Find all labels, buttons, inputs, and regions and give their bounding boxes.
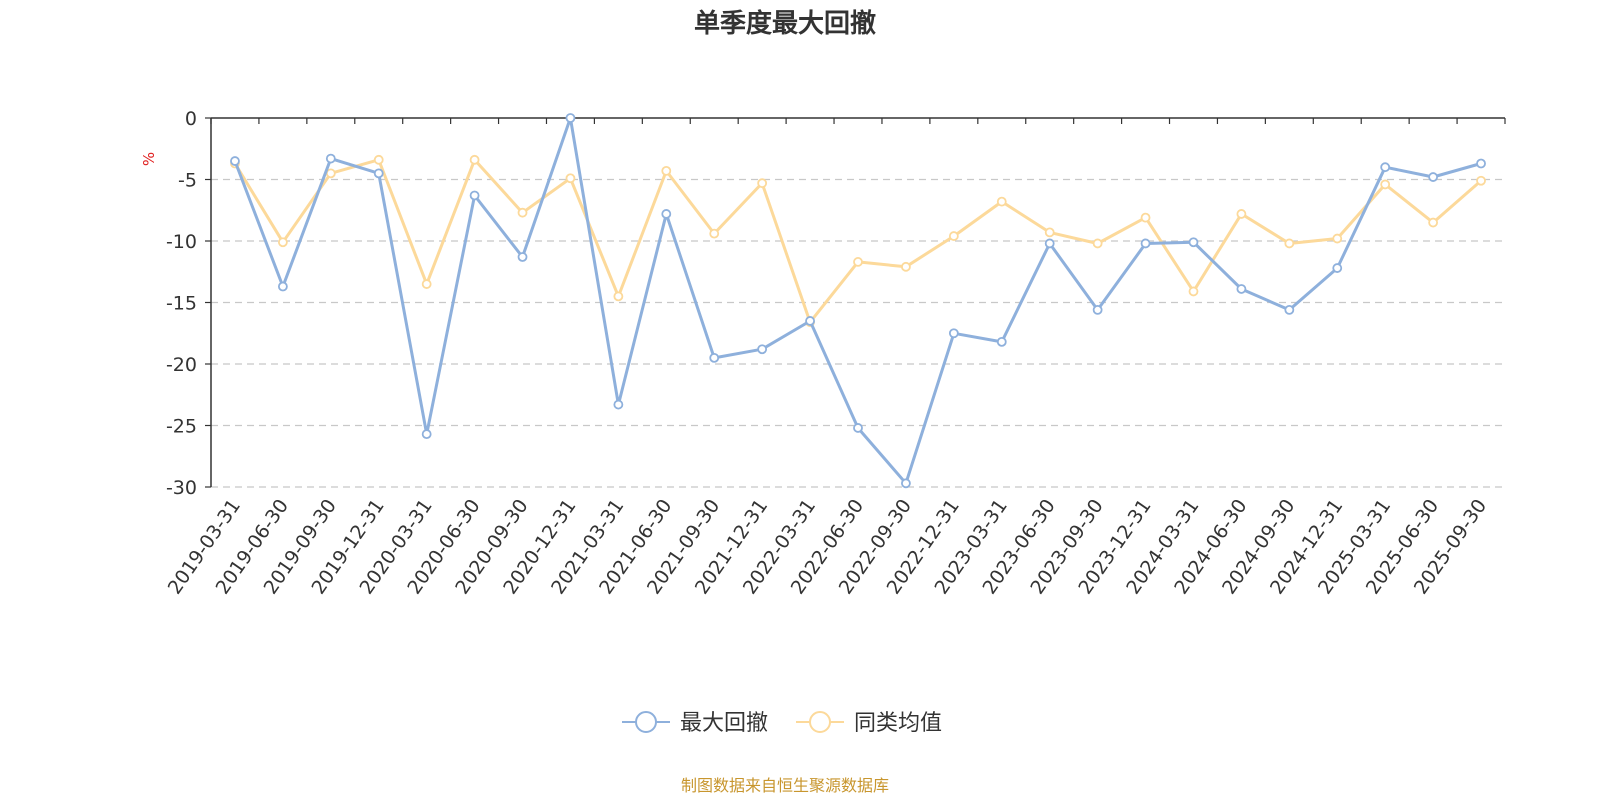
data-point[interactable] [421,279,432,289]
data-point[interactable] [1044,227,1055,238]
data-point[interactable] [1476,175,1486,186]
data-point[interactable] [565,173,576,184]
y-tick-labels: 0 -5 -10 -15 -20 -25 -30 [166,108,197,499]
data-point[interactable] [853,257,863,267]
y-tick-label: -10 [166,231,197,253]
data-point[interactable] [277,281,288,292]
y-tick-label: -30 [166,477,197,499]
series-lines [230,113,1486,489]
data-point[interactable] [661,165,672,176]
data-point[interactable] [1044,238,1055,249]
legend-label: 最大回撤 [680,711,768,736]
legend-item[interactable]: 同类均值 [796,711,942,736]
data-point[interactable] [1476,158,1486,169]
y-tick-label: -5 [178,170,197,192]
legend-item[interactable]: 最大回撤 [622,711,768,736]
data-point[interactable] [1284,238,1295,249]
data-point[interactable] [1428,217,1439,228]
data-point[interactable] [613,291,624,302]
data-point[interactable] [1332,263,1343,273]
data-point[interactable] [709,228,720,239]
data-point[interactable] [1188,237,1199,248]
axes [205,117,1506,488]
data-point[interactable] [1140,212,1151,223]
data-point[interactable] [757,344,768,355]
legend[interactable]: 最大回撤 同类均值 [622,711,942,736]
data-point[interactable] [469,190,480,201]
data-point[interactable] [996,196,1007,207]
data-point[interactable] [565,113,576,123]
data-point[interactable] [948,328,959,339]
data-point[interactable] [1092,304,1103,315]
data-point[interactable] [661,209,672,219]
y-tick-label: 0 [185,108,197,130]
y-tick-label: -25 [166,416,197,438]
data-point[interactable] [996,336,1007,347]
data-point[interactable] [517,207,528,218]
data-point[interactable] [373,168,384,179]
source-note: 制图数据来自恒生聚源数据库 [681,776,889,795]
data-point[interactable] [709,352,720,363]
data-point[interactable] [1236,209,1247,219]
data-point[interactable] [277,237,288,248]
series-1 [230,113,1486,489]
y-axis-label: % [140,152,158,166]
y-tick-label: -20 [166,354,197,376]
data-point[interactable] [325,153,336,164]
data-point[interactable] [1236,284,1247,294]
y-tick-label: -15 [166,293,197,315]
data-point[interactable] [1284,304,1295,315]
data-point[interactable] [469,154,480,165]
data-point[interactable] [1380,179,1391,190]
data-point[interactable] [1092,238,1103,249]
data-point[interactable] [901,261,911,272]
data-point[interactable] [613,399,624,410]
legend-label: 同类均值 [854,711,942,736]
data-point[interactable] [1332,233,1343,244]
data-point[interactable] [1380,162,1391,173]
data-point[interactable] [948,231,959,241]
data-point[interactable] [325,168,336,179]
x-tick-labels: 2019-03-312019-06-302019-09-302019-12-31… [164,495,1491,598]
data-point[interactable] [373,154,384,165]
data-point[interactable] [230,156,240,166]
data-point[interactable] [757,178,768,189]
legend-marker [809,711,831,733]
chart-title: 单季度最大回撤 [694,8,876,39]
data-point[interactable] [1188,286,1199,297]
data-point[interactable] [805,316,815,326]
data-point[interactable] [421,429,432,440]
data-point[interactable] [853,423,863,433]
data-point[interactable] [1140,238,1151,249]
data-point[interactable] [517,252,528,262]
data-point[interactable] [1428,172,1439,182]
legend-marker [635,711,657,733]
data-point[interactable] [901,478,911,489]
